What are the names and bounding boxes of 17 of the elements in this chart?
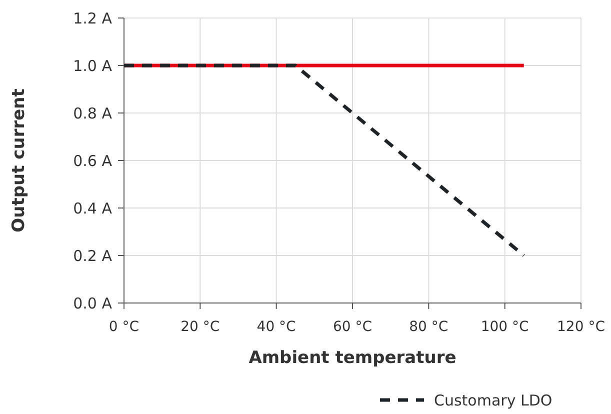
legend-label: Customary LDO	[434, 391, 552, 410]
x-tick-label: 120 °C	[557, 319, 606, 335]
y-tick-label: 0.4 A	[73, 199, 113, 218]
y-tick-label: 0.0 A	[73, 294, 113, 312]
y-tick-label: 0.6 A	[73, 152, 113, 170]
x-tick-label: 100 °C	[480, 319, 530, 335]
x-axis-title: Ambient temperature	[248, 348, 456, 368]
y-tick-label: 1.2 A	[73, 9, 113, 28]
y-axis-title: Output current	[9, 88, 29, 232]
y-tick-label: 0.8 A	[73, 104, 113, 122]
x-tick-label: 0 °C	[108, 319, 140, 335]
x-tick-label: 40 °C	[256, 319, 296, 335]
x-tick-label: 20 °C	[180, 319, 220, 335]
x-tick-label: 60 °C	[332, 319, 372, 335]
y-tick-label: 1.0 A	[73, 56, 113, 75]
y-tick-label: 0.2 A	[73, 246, 113, 265]
x-tick-label: 80 °C	[409, 319, 448, 335]
